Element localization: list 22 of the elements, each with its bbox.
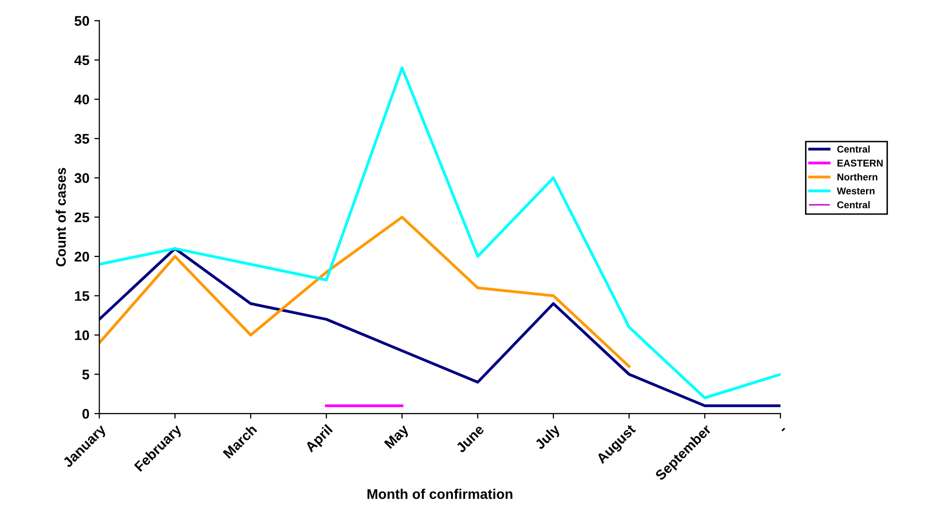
y-tick-label: 0: [82, 408, 90, 419]
legend-label: Central: [837, 201, 870, 208]
y-tick-label: 30: [74, 173, 90, 184]
y-tick-label: 50: [74, 16, 90, 26]
y-tick-label: 20: [74, 252, 90, 262]
legend-label: Western: [836, 188, 874, 194]
line-series: [99, 66, 780, 400]
y-axis-title: Count of cases: [56, 168, 66, 266]
y-tick-label: 25: [74, 212, 90, 222]
legend-label: Northern: [838, 173, 878, 180]
y-tick-label: 10: [75, 330, 90, 340]
line-series: [99, 216, 630, 368]
x-tick-label: -: [782, 428, 786, 432]
y-tick-label: 40: [74, 94, 90, 104]
y-tick-label: 15: [75, 291, 90, 301]
line-series: [99, 247, 780, 408]
x-axis-title: Month of confirmation: [368, 488, 512, 499]
y-tick-label: 45: [74, 55, 90, 66]
y-tick-label: 35: [74, 134, 90, 144]
legend-label: Central: [837, 145, 870, 153]
y-tick-label: 5: [82, 370, 90, 380]
legend-label: EASTERN: [838, 160, 883, 167]
